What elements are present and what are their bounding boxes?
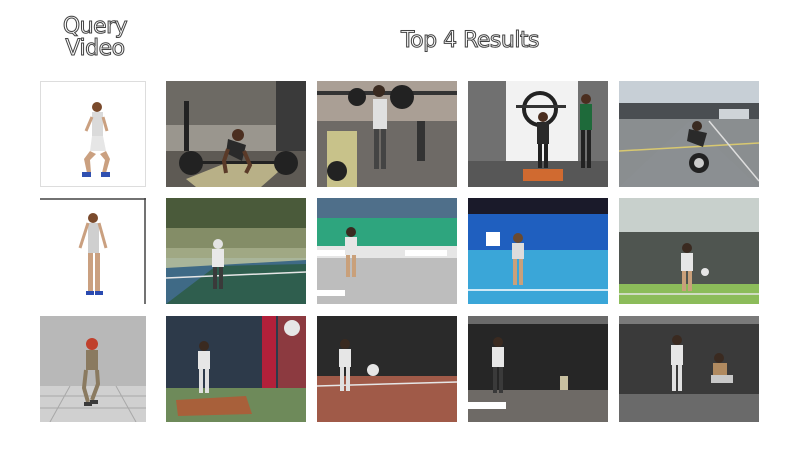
query-thumbnail-1[interactable] (40, 81, 146, 187)
result-thumbnail-2-1[interactable] (166, 198, 306, 304)
query-thumbnail-3[interactable] (40, 316, 146, 422)
result-thumbnail-2-3[interactable] (468, 198, 608, 304)
result-thumbnail-1-3[interactable] (468, 81, 608, 187)
result-thumbnail-2-4[interactable] (619, 198, 759, 304)
result-thumbnail-1-2[interactable] (317, 81, 457, 187)
top-results-header: Top 4 Results (400, 28, 540, 53)
query-header-line1: Query (62, 14, 128, 39)
result-thumbnail-3-2[interactable] (317, 316, 457, 422)
result-thumbnail-3-3[interactable] (468, 316, 608, 422)
result-thumbnail-2-2[interactable] (317, 198, 457, 304)
result-thumbnail-3-4[interactable] (619, 316, 759, 422)
result-thumbnail-1-1[interactable] (166, 81, 306, 187)
query-header-line2: Video (65, 36, 126, 61)
query-thumbnail-2[interactable] (40, 198, 146, 304)
result-thumbnail-1-4[interactable] (619, 81, 759, 187)
result-thumbnail-3-1[interactable] (166, 316, 306, 422)
query-video-header: Query Video (40, 14, 150, 61)
